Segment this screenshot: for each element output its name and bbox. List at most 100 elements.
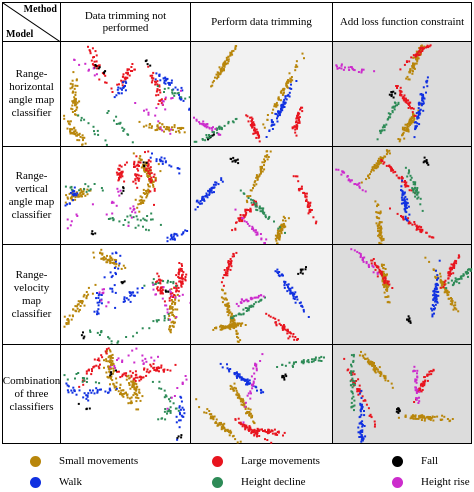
scatter-point <box>243 425 246 428</box>
scatter-point <box>93 392 96 395</box>
scatter-point <box>283 378 286 381</box>
scatter-point <box>273 428 276 431</box>
row-label: Range-horizontal angle map classifier <box>2 41 61 147</box>
scatter-point <box>126 68 129 71</box>
scatter-point <box>282 100 285 103</box>
scatter-point <box>276 120 279 123</box>
scatter-point <box>146 161 149 164</box>
scatter-point <box>122 264 125 267</box>
scatter-point <box>239 440 242 443</box>
scatter-point <box>238 373 241 376</box>
scatter-point <box>416 369 419 372</box>
scatter-point <box>401 179 404 182</box>
scatter-point <box>111 274 114 277</box>
scatter-point <box>170 79 173 82</box>
scatter-point <box>70 131 73 134</box>
scatter-point <box>127 72 129 75</box>
scatter-point <box>384 379 387 382</box>
scatter-point <box>152 184 155 186</box>
scatter-point <box>117 340 120 343</box>
scatter-point <box>258 435 261 437</box>
scatter-point <box>406 75 409 78</box>
scatter-point <box>416 197 419 200</box>
scatter-point <box>111 357 114 359</box>
scatter-point <box>251 121 254 124</box>
scatter-point <box>146 165 149 168</box>
scatter-point <box>434 294 437 297</box>
scatter-point <box>417 417 420 420</box>
scatter-point <box>413 221 416 223</box>
scatter-point <box>143 284 146 287</box>
scatter-point <box>66 203 69 206</box>
scatter-point <box>113 96 116 99</box>
scatter-point <box>220 296 223 299</box>
scatter-point <box>439 275 442 278</box>
scatter-point <box>147 65 150 68</box>
scatter-point <box>274 321 277 324</box>
scatter-point <box>292 294 295 297</box>
scatter-point <box>307 201 310 204</box>
scatter-point <box>139 219 142 222</box>
scatter-point <box>167 279 169 282</box>
scatter-point <box>205 126 208 129</box>
scatter-point <box>388 93 391 96</box>
scatter-point <box>418 415 421 418</box>
scatter-point <box>73 390 76 393</box>
scatter-point <box>97 294 100 297</box>
scatter-point <box>431 236 434 239</box>
scatter-point <box>412 114 414 117</box>
scatter-point <box>64 204 67 207</box>
scatter-point <box>394 104 397 107</box>
scatter-point <box>229 54 232 57</box>
scatter-point <box>120 170 123 173</box>
scatter-point <box>73 58 76 61</box>
scatter-point <box>67 322 70 325</box>
scatter-point <box>133 166 135 168</box>
scatter-point <box>266 114 269 116</box>
scatter-point <box>130 401 133 404</box>
scatter-point <box>367 175 369 178</box>
scatter-point <box>347 66 350 69</box>
scatter-point <box>246 307 249 310</box>
scatter-point <box>285 98 288 101</box>
scatter-point <box>162 286 165 289</box>
scatter-point <box>167 410 170 413</box>
scatter-point <box>65 382 68 385</box>
scatter-point <box>107 336 110 339</box>
scatter-point <box>220 421 222 424</box>
scatter-point <box>252 367 255 370</box>
scatter-point <box>402 215 404 218</box>
scatter-point <box>260 207 263 210</box>
scatter-point <box>176 438 179 441</box>
scatter-point <box>74 198 77 201</box>
scatter-point <box>262 295 265 298</box>
scatter-point <box>82 331 84 334</box>
scatter-point <box>296 114 299 117</box>
scatter-point <box>410 415 413 418</box>
scatter-point <box>150 365 153 368</box>
scatter-point <box>229 52 232 55</box>
scatter-point <box>362 260 365 263</box>
scatter-point <box>113 267 116 269</box>
scatter-point <box>148 179 151 182</box>
scatter-point <box>181 89 184 92</box>
scatter-point <box>112 367 115 370</box>
row-label: Combination of three classifiers <box>2 344 61 444</box>
scatter-point <box>454 277 457 280</box>
scatter-point <box>163 389 166 392</box>
scatter-point <box>230 316 233 319</box>
scatter-point <box>236 394 239 397</box>
scatter-point <box>412 181 415 184</box>
scatter-point <box>407 128 409 131</box>
scatter-point <box>72 90 75 93</box>
scatter-point <box>110 375 113 378</box>
scatter-point <box>165 78 168 81</box>
scatter-point <box>298 188 301 191</box>
scatter-point <box>382 374 385 377</box>
scatter-point <box>218 66 221 69</box>
scatter-point <box>160 279 163 282</box>
scatter-point <box>220 281 223 284</box>
scatter-point <box>304 195 307 198</box>
scatter-point <box>401 180 404 183</box>
scatter-point <box>149 156 152 159</box>
